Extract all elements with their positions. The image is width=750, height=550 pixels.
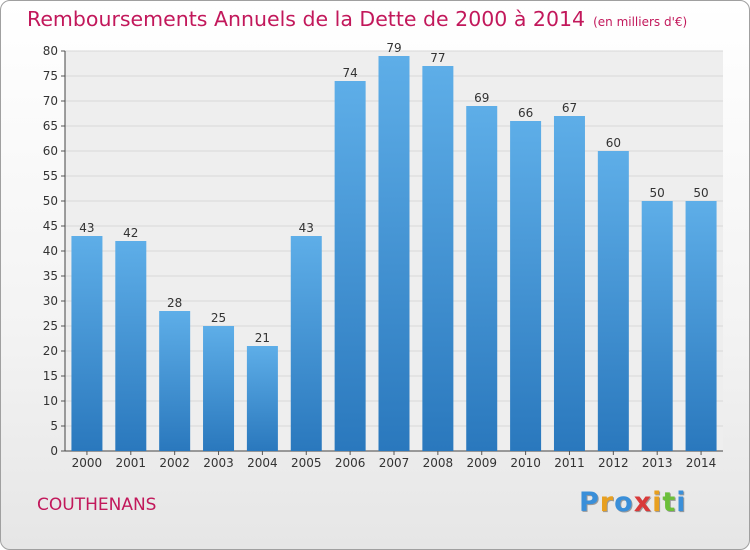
y-tick-label: 55 (43, 169, 58, 183)
y-tick-label: 15 (43, 369, 58, 383)
bar-2012[interactable] (597, 151, 629, 451)
value-label-2005: 43 (299, 221, 314, 235)
x-tick-label-2011: 2011 (554, 456, 585, 470)
y-tick-label: 50 (43, 194, 58, 208)
x-tick-label-2005: 2005 (291, 456, 322, 470)
x-tick-label-2012: 2012 (598, 456, 629, 470)
y-tick-label: 10 (43, 394, 58, 408)
logo-letter: o (614, 487, 634, 518)
bar-2002[interactable] (159, 311, 191, 451)
bar-2010[interactable] (510, 121, 542, 451)
y-tick-label: 40 (43, 244, 58, 258)
x-tick-label-2013: 2013 (642, 456, 673, 470)
bar-2004[interactable] (246, 346, 278, 451)
value-label-2011: 67 (562, 101, 577, 115)
x-tick-label-2003: 2003 (203, 456, 234, 470)
value-label-2013: 50 (650, 186, 665, 200)
x-tick-label-2001: 2001 (116, 456, 147, 470)
logo-letter: x (633, 487, 653, 518)
value-label-2000: 43 (79, 221, 94, 235)
bar-2007[interactable] (378, 56, 410, 451)
chart-title: Remboursements Annuels de la Dette de 20… (27, 7, 687, 31)
bar-2000[interactable] (71, 236, 103, 451)
proxiti-logo[interactable]: Proxiti (579, 487, 687, 518)
x-tick-label-2007: 2007 (379, 456, 410, 470)
bar-2013[interactable] (641, 201, 673, 451)
x-tick-label-2009: 2009 (466, 456, 497, 470)
logo-letter: P (579, 487, 600, 518)
x-tick-label-2014: 2014 (686, 456, 717, 470)
y-tick-label: 45 (43, 219, 58, 233)
y-tick-label: 30 (43, 294, 58, 308)
bar-2006[interactable] (334, 81, 366, 451)
y-tick-label: 20 (43, 344, 58, 358)
bar-2003[interactable] (203, 326, 235, 451)
value-label-2004: 21 (255, 331, 270, 345)
y-tick-label: 60 (43, 144, 58, 158)
y-tick-label: 65 (43, 119, 58, 133)
y-tick-label: 25 (43, 319, 58, 333)
bar-2009[interactable] (466, 106, 498, 451)
value-label-2001: 42 (123, 226, 138, 240)
bar-2011[interactable] (553, 116, 585, 451)
bar-2008[interactable] (422, 66, 454, 451)
value-label-2007: 79 (386, 41, 401, 55)
x-tick-label-2010: 2010 (510, 456, 541, 470)
logo-letter: i (676, 487, 687, 518)
commune-name: COUTHENANS (37, 495, 157, 515)
bar-2001[interactable] (115, 241, 147, 451)
value-label-2008: 77 (430, 51, 445, 65)
value-label-2012: 60 (606, 136, 621, 150)
y-tick-label: 35 (43, 269, 58, 283)
chart-subtitle: (en milliers d'€) (593, 15, 688, 29)
value-label-2010: 66 (518, 106, 533, 120)
value-label-2003: 25 (211, 311, 226, 325)
y-tick-label: 80 (43, 44, 58, 58)
y-tick-label: 5 (50, 419, 58, 433)
x-tick-label-2000: 2000 (72, 456, 103, 470)
value-label-2006: 74 (342, 66, 357, 80)
y-tick-label: 0 (50, 444, 58, 458)
y-tick-label: 70 (43, 94, 58, 108)
value-label-2014: 50 (693, 186, 708, 200)
value-label-2002: 28 (167, 296, 182, 310)
logo-letter: t (662, 487, 677, 518)
x-tick-label-2002: 2002 (159, 456, 190, 470)
logo-letter: r (599, 487, 615, 518)
x-tick-label-2004: 2004 (247, 456, 278, 470)
y-tick-label: 75 (43, 69, 58, 83)
x-tick-label-2008: 2008 (423, 456, 454, 470)
x-tick-label-2006: 2006 (335, 456, 366, 470)
chart-title-text: Remboursements Annuels de la Dette de 20… (27, 7, 586, 31)
logo-letter: i (652, 487, 663, 518)
value-label-2009: 69 (474, 91, 489, 105)
bar-2005[interactable] (290, 236, 322, 451)
bar-2014[interactable] (685, 201, 717, 451)
